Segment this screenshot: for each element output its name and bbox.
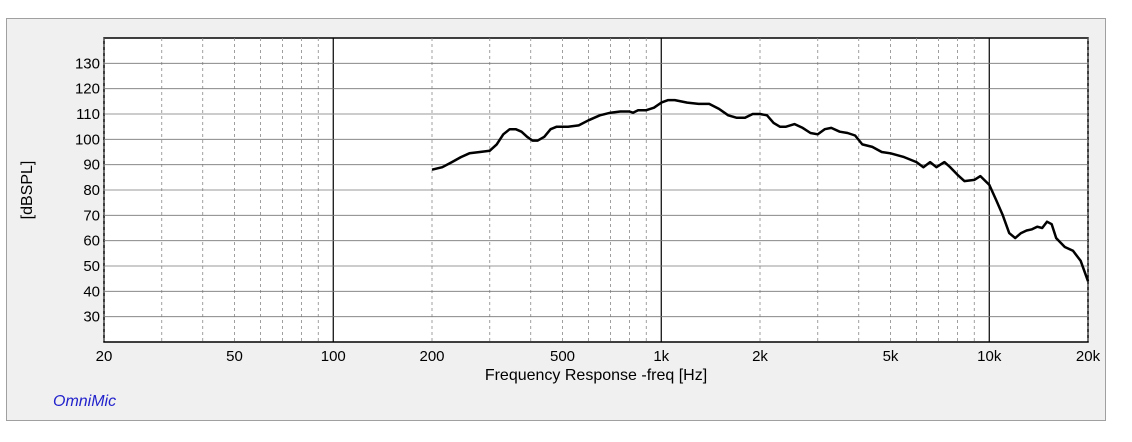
y-tick-label: 70: [83, 207, 100, 224]
frequency-response-chart: 20 50 100 200 500 1k 2k 5k 10k 20k 30 40 50 60 70 80 90…: [19, 37, 1101, 410]
x-tick-label: 500: [550, 348, 575, 365]
x-tick-label: 1k: [653, 348, 669, 365]
x-tick-label: 10k: [977, 348, 1002, 365]
brand-label: OmniMic: [53, 393, 116, 410]
y-tick-label: 120: [75, 81, 100, 98]
y-axis-label: [dBSPL]: [19, 161, 36, 220]
response-curve-0: [431, 98, 1090, 282]
x-tick-label: 50: [226, 348, 243, 365]
y-tick-label: 60: [83, 233, 100, 250]
y-tick-label: 130: [75, 55, 100, 72]
chart-panel: 20 50 100 200 500 1k 2k 5k 10k 20k 30 40 50 60 70 80 90…: [6, 18, 1106, 421]
y-tick-label: 50: [83, 258, 100, 275]
y-tick-label: 110: [76, 106, 100, 123]
y-tick-labels: 30 40 50 60 70 80 90 100 110 120 130: [75, 55, 100, 325]
x-tick-label: 5k: [883, 348, 899, 365]
x-tick-label: 2k: [752, 348, 768, 365]
y-tick-label: 30: [83, 309, 100, 326]
y-tick-label: 40: [83, 283, 100, 300]
series-layer: [431, 98, 1090, 282]
y-tick-label: 80: [83, 182, 100, 199]
y-tick-label: 100: [75, 131, 100, 148]
x-tick-label: 20k: [1076, 348, 1101, 365]
x-tick-label: 20: [96, 348, 113, 365]
x-tick-label: 100: [321, 348, 346, 365]
grid-lines: [103, 38, 1089, 342]
x-tick-labels: 20 50 100 200 500 1k 2k 5k 10k 20k: [96, 348, 1101, 365]
x-axis-label: Frequency Response -freq [Hz]: [485, 367, 707, 384]
y-tick-label: 90: [83, 157, 100, 174]
x-tick-label: 200: [419, 348, 444, 365]
